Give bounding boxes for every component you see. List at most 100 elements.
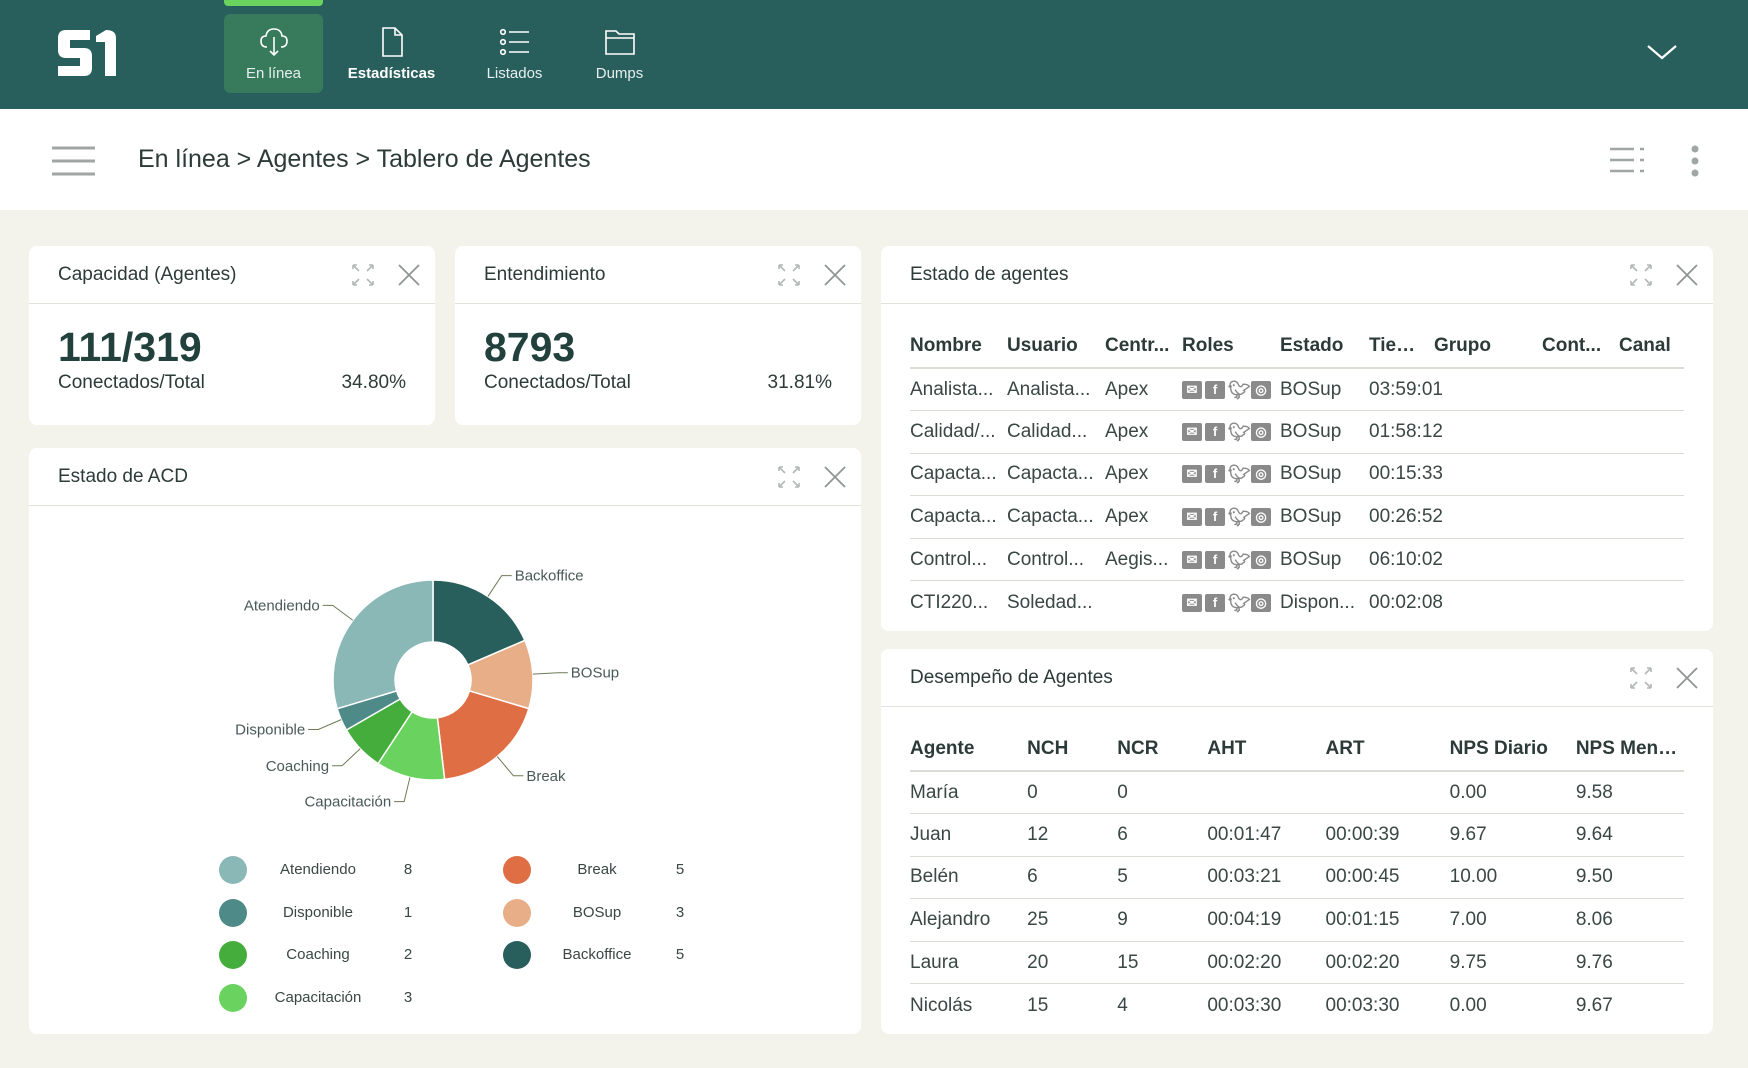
table-row[interactable]: Control... Control... Aegis... ✉ f 🐦︎ ◎ BOSup 06… <box>910 538 1684 582</box>
table-cell: 01:58:12 <box>1369 410 1443 454</box>
table-cell: 0 <box>1117 771 1208 815</box>
table-cell: 7.00 <box>1449 898 1576 942</box>
column-header[interactable]: Roles <box>1182 324 1280 369</box>
table-cell: Analista... <box>1007 368 1105 412</box>
table-cell: 00:00:39 <box>1325 813 1450 857</box>
column-header[interactable]: NCH <box>1027 727 1118 772</box>
table-row[interactable]: Alejandro 25 9 00:04:19 00:01:15 7.00 8.06 <box>910 898 1684 942</box>
close-icon[interactable] <box>823 263 847 287</box>
list-settings-icon[interactable] <box>1610 146 1644 174</box>
table-row[interactable]: Capacta... Capacta... Apex ✉ f 🐦︎ ◎ BOSup 00:15:… <box>910 453 1684 497</box>
table-cell <box>1542 495 1619 539</box>
hamburger-menu-icon[interactable] <box>52 145 95 177</box>
legend-swatch <box>219 983 247 1012</box>
close-icon[interactable] <box>823 465 847 489</box>
table-cell <box>1619 368 1684 412</box>
legend-swatch <box>219 898 247 927</box>
table-row[interactable]: CTI220... Soledad... ✉ f 🐦︎ ◎ Dispon... 00:02:0… <box>910 581 1684 624</box>
close-icon[interactable] <box>397 263 421 287</box>
column-header[interactable]: Usuario <box>1007 324 1105 369</box>
table-cell: Analista... <box>910 368 1007 412</box>
table-row[interactable]: Juan 12 6 00:01:47 00:00:39 9.67 9.64 <box>910 813 1684 857</box>
table-row[interactable]: Calidad/... Calidad... Apex ✉ f 🐦︎ ◎ BOSup 01:58… <box>910 410 1684 454</box>
tab-en-linea[interactable]: En línea <box>224 14 323 93</box>
expand-icon[interactable] <box>777 263 801 287</box>
twitter-icon: 🐦︎ <box>1228 421 1251 442</box>
table-cell <box>1542 410 1619 454</box>
table-row[interactable]: Belén 6 5 00:03:21 00:00:45 10.00 9.50 <box>910 856 1684 900</box>
table-cell: 06:10:02 <box>1369 538 1443 582</box>
tab-listados[interactable]: Listados <box>465 14 564 93</box>
column-header[interactable]: NCR <box>1117 727 1208 772</box>
slice-backoffice[interactable] <box>432 579 526 666</box>
column-header[interactable]: ART <box>1325 727 1450 772</box>
table-cell: 9.75 <box>1449 941 1576 985</box>
close-icon[interactable] <box>1675 666 1699 690</box>
column-header[interactable]: Nombre <box>910 324 1007 369</box>
instagram-icon: ◎ <box>1251 508 1271 527</box>
column-header[interactable]: Canal <box>1619 324 1684 369</box>
table-cell: 00:03:30 <box>1325 994 1400 1016</box>
table-cell: 00:02:20 <box>1325 941 1450 985</box>
expand-icon[interactable] <box>1629 263 1653 287</box>
legend-swatch <box>219 856 247 884</box>
table-cell <box>1434 538 1542 582</box>
kpi-value: 111/319 <box>58 324 202 370</box>
table-cell <box>1434 495 1542 539</box>
table-cell: 00:00:45 <box>1325 856 1450 900</box>
estado-agentes-card: Estado de agentes Nombre Usuario Centr... R… <box>881 246 1713 631</box>
table-cell: Capacta... <box>1007 453 1105 497</box>
twitter-icon: 🐦︎ <box>1228 592 1251 613</box>
chevron-down-icon[interactable] <box>1645 40 1679 64</box>
legend-label: Coaching <box>286 946 350 963</box>
column-header[interactable]: Estado <box>1280 324 1369 369</box>
column-header[interactable]: Cont... <box>1542 324 1619 369</box>
slice-break[interactable] <box>436 689 530 781</box>
legend-swatch <box>503 941 531 969</box>
legend-value: 1 <box>403 903 413 921</box>
table-cell: 9.58 <box>1575 771 1684 815</box>
table-cell: Capacta... <box>910 453 1007 497</box>
mail-icon: ✉ <box>1182 380 1202 399</box>
column-header[interactable]: NPS Diario <box>1449 727 1576 772</box>
close-icon[interactable] <box>1675 263 1699 287</box>
table-cell: 9 <box>1117 898 1208 942</box>
facebook-icon: f <box>1205 380 1225 399</box>
tab-estadisticas[interactable]: Estadísticas <box>342 14 441 93</box>
table-row[interactable]: María 0 0 0.00 9.58 <box>910 771 1684 815</box>
column-header[interactable]: Centr... <box>1105 324 1182 369</box>
tab-dumps[interactable]: Dumps <box>570 14 669 93</box>
column-header[interactable]: Agente <box>910 727 1028 772</box>
roles-cell: ✉ f 🐦︎ ◎ <box>1182 453 1280 497</box>
roles-cell: ✉ f 🐦︎ ◎ <box>1182 368 1280 412</box>
column-header[interactable]: Grupo <box>1434 324 1542 369</box>
column-header[interactable]: AHT <box>1207 727 1326 772</box>
table-row[interactable]: Capacta... Capacta... Apex ✉ f 🐦︎ ◎ BOSup 00:26:… <box>910 495 1684 539</box>
table-cell <box>1207 771 1326 815</box>
table-cell: CTI220... <box>910 591 989 613</box>
expand-icon[interactable] <box>351 263 375 287</box>
expand-icon[interactable] <box>777 465 801 489</box>
table-cell: 10.00 <box>1449 856 1576 900</box>
table-cell: 00:01:47 <box>1207 813 1326 857</box>
table-cell: Nicolás <box>910 994 973 1016</box>
facebook-icon: f <box>1205 508 1225 527</box>
table-cell: 00:03:21 <box>1207 856 1326 900</box>
table-cell <box>1542 581 1619 624</box>
expand-icon[interactable] <box>1629 666 1653 690</box>
card-title: Desempeño de Agentes <box>910 666 1113 688</box>
leader-line <box>496 756 524 777</box>
leader-line <box>332 748 361 767</box>
legend-value: 5 <box>675 946 685 963</box>
column-header[interactable]: Tiempo <box>1369 324 1434 369</box>
table-row[interactable]: Laura 20 15 00:02:20 00:02:20 9.75 9.76 <box>910 941 1684 985</box>
more-vertical-icon[interactable] <box>1688 144 1702 178</box>
twitter-icon: 🐦︎ <box>1228 379 1251 400</box>
table-row[interactable]: Nicolás 15 4 00:03:30 00:03:30 0.00 9.67 <box>910 984 1684 1027</box>
table-row[interactable]: Analista... Analista... Apex ✉ f 🐦︎ ◎ BOSup 03:5… <box>910 368 1684 412</box>
column-header[interactable]: NPS Mens... <box>1575 727 1684 772</box>
slice-atendiendo[interactable] <box>332 579 434 710</box>
active-tab-indicator <box>224 0 323 6</box>
table-cell <box>1434 410 1542 454</box>
table-cell: 6 <box>1117 813 1208 857</box>
